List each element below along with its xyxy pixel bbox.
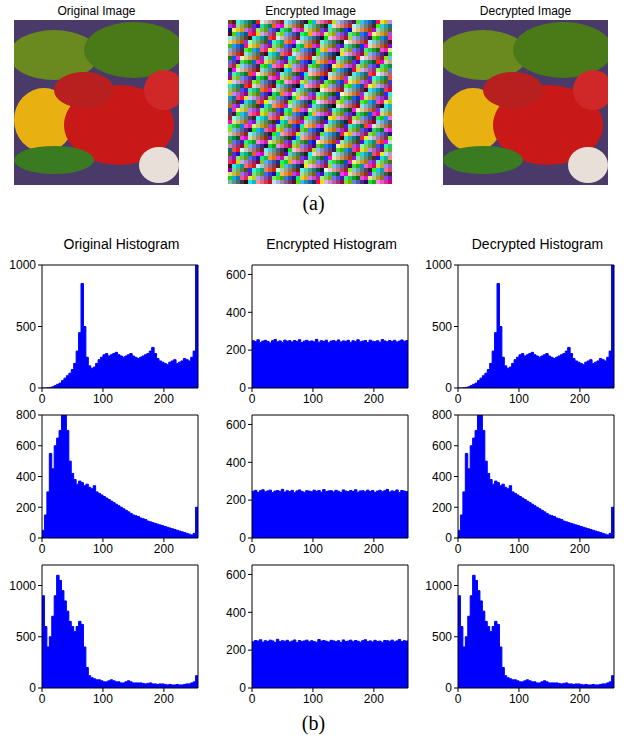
svg-text:200: 200 (154, 392, 174, 406)
svg-text:100: 100 (93, 692, 113, 706)
svg-text:0: 0 (29, 381, 36, 395)
svg-text:400: 400 (16, 470, 36, 484)
svg-text:600: 600 (226, 418, 246, 432)
svg-text:500: 500 (16, 320, 36, 334)
svg-text:0: 0 (455, 542, 462, 556)
svg-text:100: 100 (509, 542, 529, 556)
html-text:(b): (b) (301, 712, 326, 734)
svg-text:0: 0 (39, 692, 46, 706)
svg-text:0: 0 (239, 381, 246, 395)
svg-text:100: 100 (93, 542, 113, 556)
svg-text:0: 0 (249, 392, 256, 406)
svg-text:1000: 1000 (425, 258, 452, 272)
svg-text:1000: 1000 (9, 258, 36, 272)
svg-text:0: 0 (29, 531, 36, 545)
svg-text:0: 0 (445, 681, 452, 695)
svg-text:0: 0 (455, 692, 462, 706)
svg-text:0: 0 (39, 392, 46, 406)
svg-text:1000: 1000 (425, 579, 452, 593)
svg-text:500: 500 (432, 320, 452, 334)
svg-text:400: 400 (226, 456, 246, 470)
svg-text:200: 200 (570, 392, 590, 406)
svg-text:600: 600 (226, 268, 246, 282)
html-text:Decrypted Histogram: Decrypted Histogram (471, 236, 604, 252)
svg-text:1000: 1000 (9, 579, 36, 593)
svg-text:200: 200 (226, 343, 246, 357)
svg-text:0: 0 (445, 531, 452, 545)
svg-text:200: 200 (364, 542, 384, 556)
svg-text:200: 200 (226, 643, 246, 657)
svg-text:0: 0 (249, 542, 256, 556)
html-text:Encrypted Image: Encrypted Image (265, 4, 356, 18)
svg-text:0: 0 (39, 542, 46, 556)
svg-text:200: 200 (154, 692, 174, 706)
html-text:(a): (a) (302, 192, 325, 214)
svg-text:200: 200 (432, 501, 452, 515)
html-text:Encrypted Histogram: Encrypted Histogram (266, 236, 397, 252)
svg-text:0: 0 (29, 681, 36, 695)
svg-text:600: 600 (16, 439, 36, 453)
svg-text:400: 400 (432, 470, 452, 484)
svg-text:0: 0 (455, 392, 462, 406)
svg-text:0: 0 (249, 692, 256, 706)
svg-text:600: 600 (432, 439, 452, 453)
svg-text:0: 0 (239, 681, 246, 695)
svg-text:100: 100 (303, 542, 323, 556)
svg-text:200: 200 (570, 692, 590, 706)
svg-text:200: 200 (16, 501, 36, 515)
svg-text:800: 800 (432, 408, 452, 422)
svg-text:100: 100 (509, 692, 529, 706)
svg-text:600: 600 (226, 568, 246, 582)
svg-text:200: 200 (364, 692, 384, 706)
svg-text:400: 400 (226, 306, 246, 320)
svg-text:400: 400 (226, 606, 246, 620)
svg-text:100: 100 (509, 392, 529, 406)
html-text:Original Image: Original Image (57, 4, 136, 18)
html-text:Original Histogram: Original Histogram (63, 236, 180, 252)
svg-text:500: 500 (16, 630, 36, 644)
svg-text:200: 200 (570, 542, 590, 556)
svg-text:100: 100 (303, 392, 323, 406)
svg-text:100: 100 (93, 392, 113, 406)
svg-text:0: 0 (445, 381, 452, 395)
svg-text:100: 100 (303, 692, 323, 706)
svg-text:200: 200 (364, 392, 384, 406)
svg-text:200: 200 (226, 493, 246, 507)
svg-text:500: 500 (432, 630, 452, 644)
html-text:Decrypted Image: Decrypted Image (479, 4, 572, 18)
svg-text:0: 0 (239, 531, 246, 545)
svg-text:800: 800 (16, 408, 36, 422)
svg-text:200: 200 (154, 542, 174, 556)
